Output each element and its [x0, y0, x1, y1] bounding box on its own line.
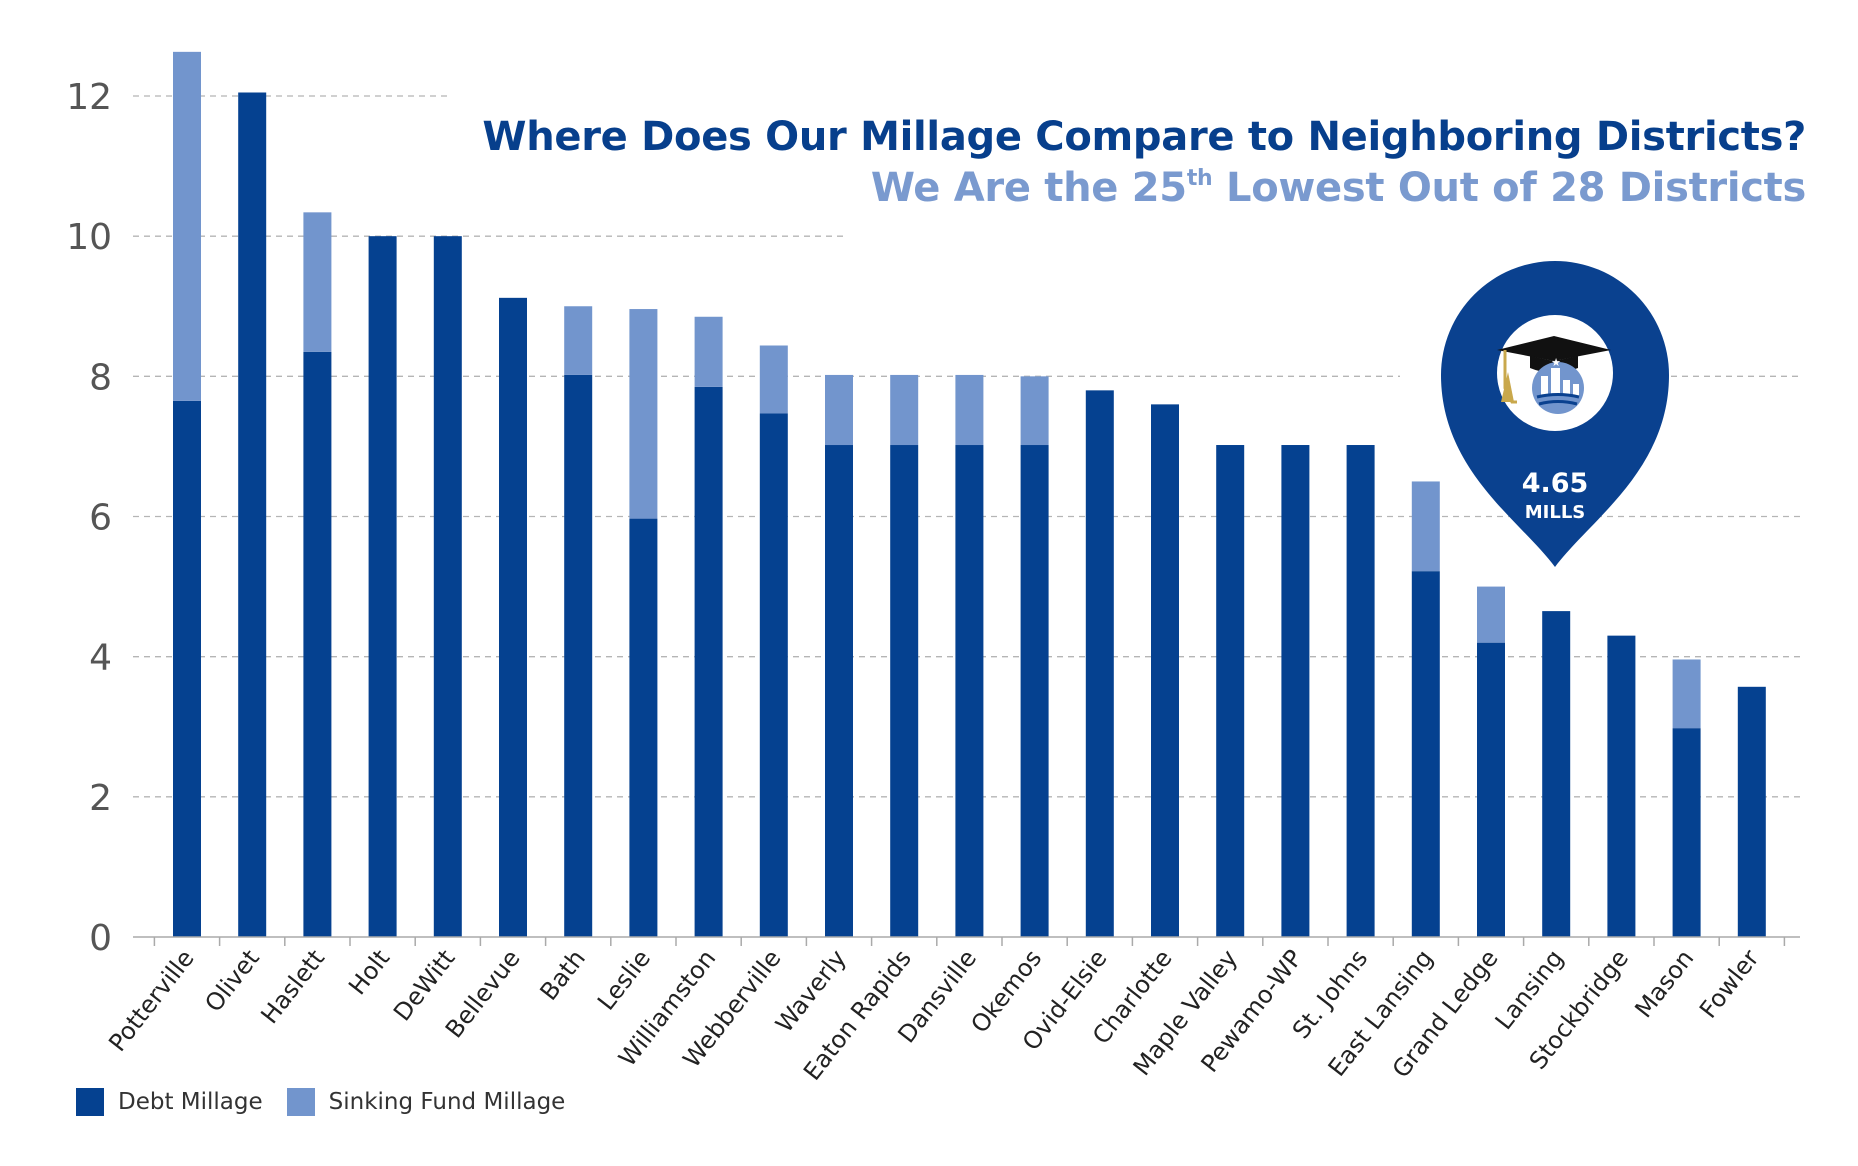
legend-label-debt: Debt Millage	[118, 1089, 263, 1115]
bar-debt	[1020, 445, 1049, 937]
bar-debt	[1346, 445, 1375, 937]
bar-debt	[890, 445, 919, 937]
bar-sinking	[825, 374, 853, 446]
chart-legend: Debt Millage Sinking Fund Millage	[76, 1088, 589, 1116]
callout-value: 4.65	[1522, 468, 1589, 499]
bar-sinking	[1672, 659, 1701, 729]
chart-subtitle: We Are the 25th Lowest Out of 28 Distric…	[482, 162, 1806, 214]
bar-debt	[1672, 728, 1701, 937]
bar-debt	[1477, 642, 1505, 937]
y-tick-label: 4	[89, 638, 112, 679]
bar-debt	[825, 445, 853, 937]
bar-sinking	[694, 316, 723, 387]
y-tick-label: 0	[89, 918, 112, 959]
legend-swatch-sinking	[286, 1088, 315, 1116]
bar-sinking	[564, 306, 593, 375]
legend-label-sinking: Sinking Fund Millage	[328, 1089, 566, 1115]
bar-debt	[433, 236, 462, 937]
subtitle-superscript: th	[1186, 166, 1213, 191]
x-axis	[133, 936, 1800, 946]
chart-title-block: Where Does Our Millage Compare to Neighb…	[482, 112, 1806, 214]
bar-debt	[303, 351, 332, 937]
y-tick-label: 12	[66, 77, 112, 118]
bar-debt	[1411, 571, 1440, 937]
bar-sinking	[955, 374, 984, 446]
legend-item-debt: Debt Millage	[76, 1088, 263, 1116]
x-tick-label: Leslie	[592, 944, 656, 1015]
y-tick-label: 6	[89, 498, 112, 539]
y-tick-label: 8	[89, 357, 112, 398]
x-tick-label: Olivet	[199, 944, 265, 1017]
bar-debt	[368, 236, 397, 937]
bar-debt	[238, 92, 267, 937]
y-tick-label: 2	[89, 778, 112, 819]
bar-debt	[1542, 611, 1571, 937]
x-tick-label: Mason	[1629, 944, 1699, 1023]
bar-debt	[694, 386, 723, 937]
bar-sinking	[1020, 376, 1049, 446]
school-logo-icon: ★	[1497, 336, 1611, 414]
bar-sinking	[1411, 481, 1440, 572]
bar-debt	[1085, 390, 1114, 938]
bar-debt	[499, 297, 527, 938]
x-tick-label: Fowler	[1694, 944, 1765, 1023]
bars	[173, 51, 1766, 938]
bar-debt	[564, 374, 593, 938]
bar-debt	[1281, 445, 1310, 937]
bar-debt	[955, 445, 984, 937]
subtitle-suffix: Lowest Out of 28 Districts	[1212, 165, 1806, 211]
map-pin-callout: ★ 4.65 MILLS	[1441, 261, 1669, 567]
svg-text:★: ★	[1551, 356, 1561, 369]
bar-sinking	[1477, 586, 1505, 643]
chart-title: Where Does Our Millage Compare to Neighb…	[482, 114, 1806, 160]
x-tick-label: Holt	[343, 944, 395, 1000]
bar-debt	[629, 518, 658, 937]
bar-debt	[1737, 686, 1766, 937]
bar-sinking	[303, 212, 332, 352]
bar-debt	[759, 413, 788, 937]
legend-swatch-debt	[76, 1088, 104, 1116]
bar-debt	[1216, 445, 1245, 937]
callout-unit: MILLS	[1525, 502, 1586, 523]
y-axis-ticks: 0 2 4 6 8 10 12	[66, 77, 112, 959]
x-tick-label: Bath	[535, 944, 591, 1005]
bar-sinking	[173, 51, 201, 401]
x-tick-label: Haslett	[255, 944, 330, 1029]
y-tick-label: 10	[66, 217, 112, 258]
subtitle-prefix: We Are the 25	[870, 165, 1187, 211]
bar-debt	[1607, 635, 1636, 937]
bar-sinking	[759, 345, 788, 414]
bar-debt	[1151, 404, 1179, 937]
legend-item-sinking: Sinking Fund Millage	[286, 1088, 566, 1116]
x-tick-label: Potterville	[103, 944, 199, 1056]
bar-sinking	[890, 374, 919, 446]
bar-sinking	[629, 309, 658, 519]
bar-debt	[173, 400, 201, 937]
